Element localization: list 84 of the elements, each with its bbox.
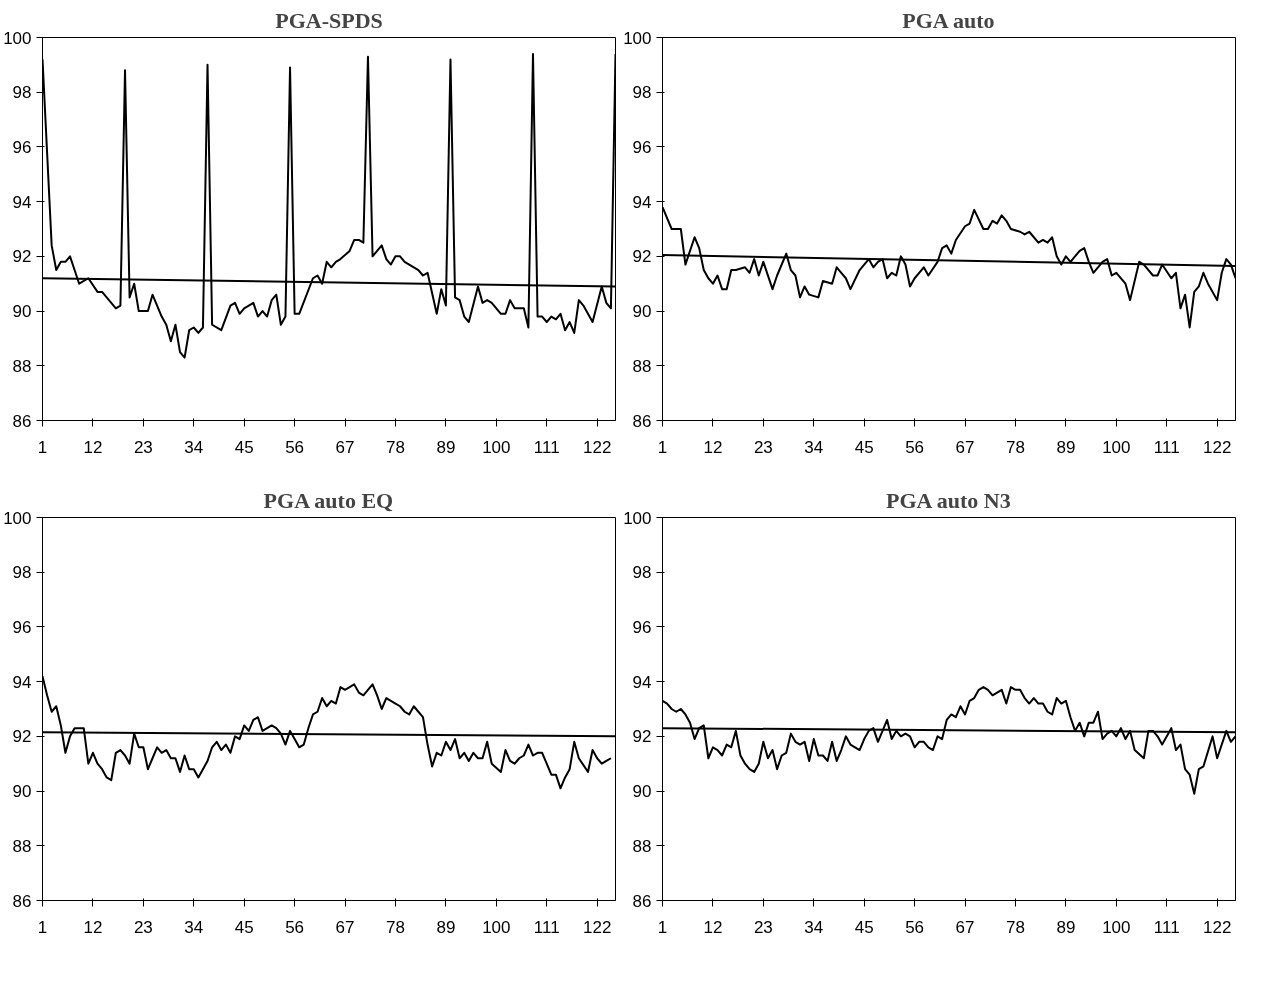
x-tick-label: 89 [436, 437, 456, 457]
x-tick-label: 122 [582, 917, 612, 937]
y-tick-label: 94 [12, 672, 32, 692]
x-tick-label: 67 [335, 437, 355, 457]
x-tick-label: 89 [1056, 917, 1076, 937]
y-tick-label: 92 [632, 727, 652, 747]
y-tick-label: 96 [12, 617, 32, 637]
x-tick-label: 1 [657, 437, 668, 457]
x-tick-label: 34 [804, 917, 824, 937]
x-tick-label: 78 [1006, 917, 1025, 937]
y-tick-label: 100 [3, 28, 32, 48]
y-tick-label: 86 [632, 411, 652, 431]
x-tick-label: 12 [703, 437, 723, 457]
y-tick-label: 90 [632, 302, 652, 322]
y-tick-label: 100 [3, 508, 32, 528]
y-tick-label: 98 [12, 83, 32, 103]
chart-title: PGA-SPDS [275, 7, 383, 33]
x-tick-label: 78 [1006, 437, 1025, 457]
y-tick-label: 100 [623, 508, 652, 528]
y-tick-label: 90 [12, 782, 32, 802]
x-tick-label: 122 [582, 437, 612, 457]
y-tick-label: 90 [12, 302, 32, 322]
y-tick-label: 92 [632, 247, 652, 267]
x-tick-label: 56 [285, 437, 305, 457]
x-tick-label: 100 [482, 437, 511, 457]
x-tick-label: 45 [854, 917, 874, 937]
y-tick-label: 94 [632, 192, 652, 212]
y-tick-label: 96 [12, 137, 32, 157]
x-tick-label: 1 [37, 437, 48, 457]
x-tick-label: 23 [753, 437, 773, 457]
x-tick-label: 89 [1056, 437, 1076, 457]
x-tick-label: 12 [703, 917, 723, 937]
x-tick-label: 56 [905, 437, 925, 457]
x-tick-label: 122 [1202, 437, 1232, 457]
y-tick-label: 88 [632, 836, 652, 856]
x-tick-label: 122 [1202, 917, 1232, 937]
x-tick-label: 67 [955, 917, 975, 937]
x-tick-label: 45 [854, 437, 874, 457]
x-tick-label: 23 [133, 917, 153, 937]
x-tick-label: 111 [533, 437, 560, 457]
x-tick-label: 111 [1153, 437, 1180, 457]
x-tick-label: 1 [37, 917, 48, 937]
x-tick-label: 45 [234, 917, 254, 937]
y-tick-label: 98 [632, 563, 652, 583]
y-tick-label: 88 [12, 356, 32, 376]
y-tick-label: 94 [12, 192, 32, 212]
chart-title: PGA auto [902, 7, 995, 33]
x-tick-label: 23 [753, 917, 773, 937]
x-tick-label: 111 [533, 917, 560, 937]
chart-title: PGA auto EQ [263, 487, 394, 513]
x-tick-label: 78 [386, 917, 405, 937]
x-tick-label: 78 [386, 437, 405, 457]
x-tick-label: 56 [905, 917, 925, 937]
y-tick-label: 92 [12, 727, 32, 747]
y-tick-label: 86 [12, 891, 32, 911]
x-tick-label: 23 [133, 437, 153, 457]
x-tick-label: 34 [184, 917, 204, 937]
x-tick-label: 100 [482, 917, 511, 937]
x-tick-label: 100 [1102, 917, 1131, 937]
y-tick-label: 100 [623, 28, 652, 48]
y-tick-label: 86 [12, 411, 32, 431]
y-tick-label: 92 [12, 247, 32, 267]
y-tick-label: 88 [12, 836, 32, 856]
x-tick-label: 67 [335, 917, 355, 937]
y-tick-label: 88 [632, 356, 652, 376]
y-tick-label: 96 [632, 617, 652, 637]
x-tick-label: 34 [184, 437, 204, 457]
x-tick-label: 89 [436, 917, 456, 937]
x-tick-label: 1 [657, 917, 668, 937]
y-tick-label: 98 [12, 563, 32, 583]
x-tick-label: 67 [955, 437, 975, 457]
x-tick-label: 12 [83, 437, 103, 457]
y-tick-label: 98 [632, 83, 652, 103]
chart-title: PGA auto N3 [886, 487, 1011, 513]
y-tick-label: 94 [632, 672, 652, 692]
x-tick-label: 12 [83, 917, 103, 937]
y-tick-label: 90 [632, 782, 652, 802]
x-tick-label: 34 [804, 437, 824, 457]
x-tick-label: 56 [285, 917, 305, 937]
y-tick-label: 86 [632, 891, 652, 911]
y-tick-label: 96 [632, 137, 652, 157]
x-tick-label: 100 [1102, 437, 1131, 457]
x-tick-label: 111 [1153, 917, 1180, 937]
x-tick-label: 45 [234, 437, 254, 457]
